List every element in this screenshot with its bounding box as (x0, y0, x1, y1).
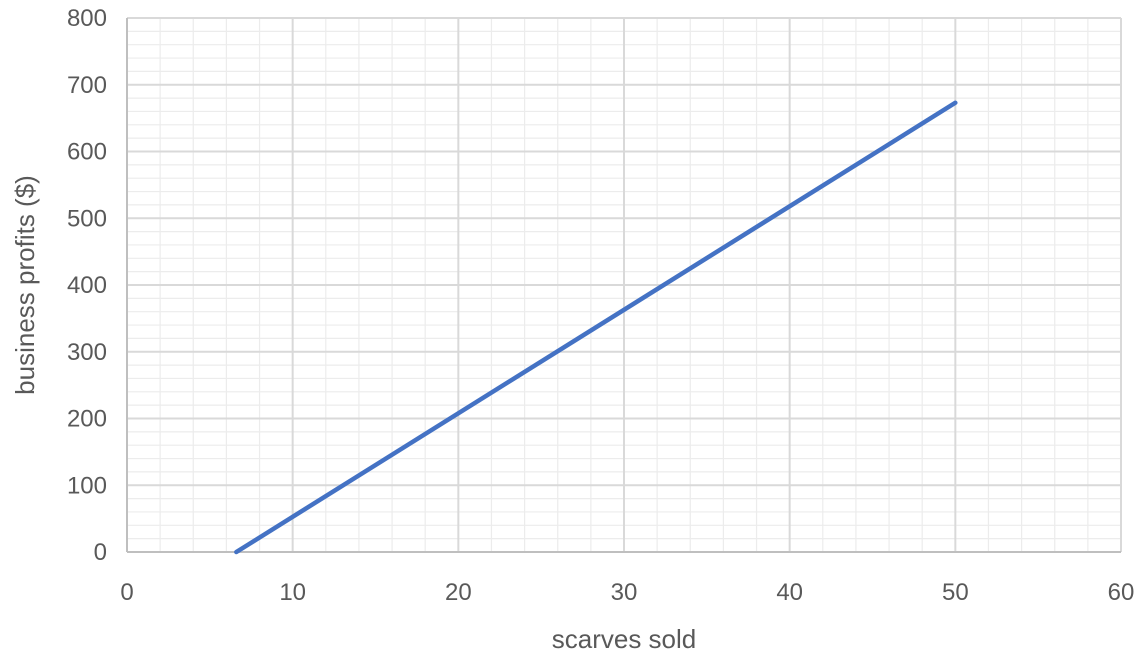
grid (126, 17, 1122, 553)
x-tick-label: 60 (1108, 579, 1135, 606)
x-tick-label: 50 (942, 579, 969, 606)
y-tick-label: 200 (67, 406, 107, 433)
y-tick-label: 400 (67, 272, 107, 299)
y-tick-label: 500 (67, 205, 107, 232)
x-tick-label: 20 (445, 579, 472, 606)
x-tick-label: 0 (120, 579, 133, 606)
x-tick-label: 30 (611, 579, 638, 606)
series-line (234, 100, 958, 555)
x-tick-label: 10 (279, 579, 306, 606)
y-tick-label: 700 (67, 72, 107, 99)
y-tick-label: 300 (67, 339, 107, 366)
x-tick-label: 40 (776, 579, 803, 606)
y-tick-label: 800 (67, 5, 107, 32)
series-layer (234, 100, 958, 555)
y-axis-title: business profits ($) (10, 175, 40, 395)
y-tick-label: 100 (67, 472, 107, 499)
axes (126, 18, 1121, 553)
x-axis-title: scarves sold (552, 624, 697, 654)
y-tick-label: 0 (94, 539, 107, 566)
y-tick-label: 600 (67, 139, 107, 166)
